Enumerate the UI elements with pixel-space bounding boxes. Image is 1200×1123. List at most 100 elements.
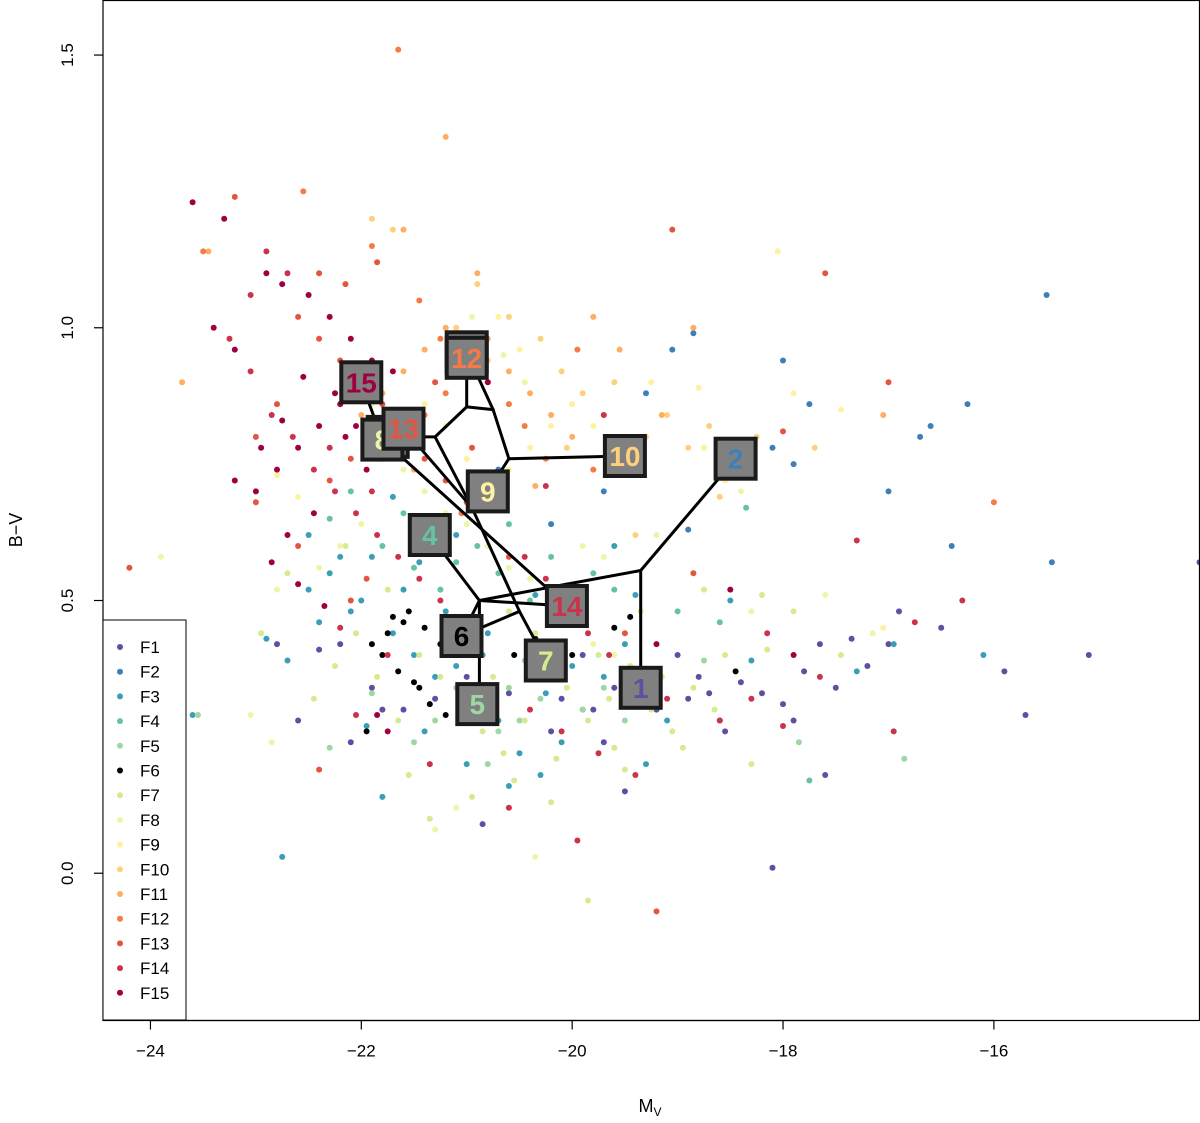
point-f7 (405, 772, 412, 778)
point-f13 (316, 270, 323, 277)
point-f15 (310, 510, 317, 517)
point-f12 (574, 346, 581, 353)
point-f10 (505, 313, 512, 320)
point-f2 (948, 543, 955, 549)
point-f1 (759, 690, 765, 697)
y-tick-label: 0.5 (58, 589, 77, 613)
point-f4 (326, 515, 333, 522)
point-f3 (980, 652, 987, 658)
point-f3 (347, 608, 354, 615)
tree-edge (565, 569, 643, 586)
point-f5 (621, 717, 628, 724)
point-f8 (532, 853, 539, 860)
x-axis-title-subscript: V (653, 1105, 661, 1119)
point-f3 (600, 673, 607, 680)
point-f1 (790, 717, 797, 724)
point-f1 (780, 701, 786, 708)
point-f1 (379, 706, 386, 713)
point-f5 (411, 739, 417, 746)
point-f1 (337, 641, 344, 648)
point-f8 (869, 630, 876, 637)
point-f13 (885, 379, 892, 386)
point-f5 (495, 728, 502, 735)
cluster-nodes-layer: 123456789101112131415 (339, 330, 758, 727)
point-f7 (437, 673, 444, 680)
node-label-10: 10 (609, 441, 640, 472)
point-f4 (590, 570, 597, 577)
point-f10 (474, 281, 481, 288)
point-f15 (221, 215, 228, 222)
point-f13 (432, 379, 439, 386)
point-f14 (574, 837, 581, 844)
point-f3 (505, 783, 512, 789)
point-f14 (247, 292, 254, 298)
point-f2 (917, 433, 924, 440)
point-f13 (347, 597, 354, 604)
point-f2 (790, 461, 797, 468)
point-f15 (321, 603, 328, 609)
point-f10 (389, 226, 396, 233)
point-f2 (885, 488, 892, 495)
point-f14 (384, 652, 391, 658)
legend-swatch-f5 (117, 742, 123, 749)
node-box-6 (439, 614, 484, 658)
point-f4 (453, 559, 460, 566)
y-axis-title: B−V (6, 513, 26, 548)
point-f11 (358, 412, 365, 418)
node-box-10 (602, 434, 647, 478)
point-f4 (505, 521, 512, 528)
point-f7 (690, 684, 697, 691)
point-f1 (938, 624, 945, 631)
node-label-12: 12 (451, 343, 482, 374)
point-f12 (300, 188, 307, 195)
node-label-14: 14 (551, 591, 583, 622)
point-f7 (416, 652, 423, 658)
point-f7 (532, 630, 539, 637)
point-f8 (469, 313, 475, 320)
point-f9 (648, 379, 655, 386)
point-f13 (363, 575, 370, 582)
point-f14 (353, 712, 359, 718)
legend-label-f7: F7 (140, 786, 160, 805)
point-f3 (532, 592, 539, 598)
point-f13 (252, 433, 259, 440)
point-f3 (416, 559, 423, 566)
point-f9 (295, 493, 302, 500)
point-f7 (764, 646, 771, 653)
point-f7 (611, 744, 618, 751)
point-f8 (453, 804, 460, 811)
point-f14 (289, 433, 296, 440)
point-f14 (911, 619, 918, 626)
legend-label-f8: F8 (140, 811, 160, 830)
point-f7 (284, 570, 291, 577)
point-f7 (759, 592, 765, 598)
y-tick-label: 1.5 (58, 43, 77, 67)
point-f4 (379, 543, 386, 549)
point-f5 (795, 739, 802, 746)
point-f3 (516, 750, 523, 757)
point-f7 (669, 728, 676, 735)
point-f6 (569, 652, 576, 658)
node-label-9: 9 (480, 476, 496, 507)
point-f8 (611, 652, 618, 658)
point-f9 (695, 384, 702, 391)
x-tick-label: −20 (558, 1042, 587, 1061)
point-f11 (442, 324, 449, 331)
point-f11 (400, 368, 407, 375)
point-f5 (326, 744, 333, 751)
point-f11 (205, 248, 212, 255)
point-f1 (1022, 712, 1029, 718)
point-f6 (379, 652, 386, 658)
point-f3 (279, 853, 286, 860)
point-f14 (263, 248, 270, 255)
point-f3 (337, 553, 344, 560)
point-f7 (426, 815, 433, 822)
point-f8 (653, 532, 660, 538)
point-f8 (274, 586, 280, 593)
point-f10 (537, 335, 544, 342)
point-f1 (621, 788, 628, 795)
legend-label-f6: F6 (140, 762, 160, 781)
point-f9 (527, 444, 533, 451)
legend-swatch-f13 (117, 940, 123, 947)
point-f13 (126, 564, 133, 571)
